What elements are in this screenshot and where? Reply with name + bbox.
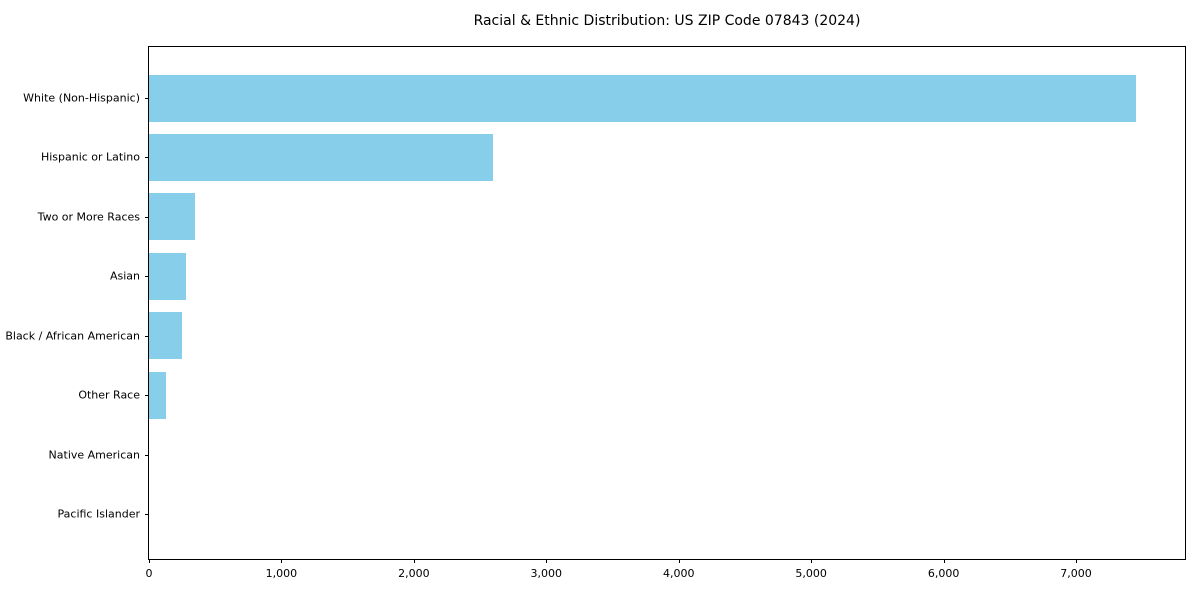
y-tick-mark: [145, 454, 149, 456]
y-axis-label: Native American: [48, 448, 140, 462]
x-axis-label: 5,000: [795, 567, 827, 580]
x-tick-mark: [811, 559, 813, 563]
x-tick-mark: [546, 559, 548, 563]
x-axis-label: 0: [145, 567, 153, 580]
y-tick-mark: [145, 276, 149, 278]
bar: [149, 133, 494, 181]
y-axis-label: Two or More Races: [37, 210, 140, 224]
x-axis-label: 1,000: [265, 567, 298, 580]
y-tick-mark: [145, 395, 149, 397]
x-axis-label: 4,000: [662, 567, 695, 580]
bar: [149, 312, 183, 360]
x-axis-label: 2,000: [398, 567, 430, 580]
y-axis-label: Hispanic or Latino: [40, 150, 140, 164]
y-axis-label: Pacific Islander: [57, 507, 140, 521]
x-axis-label: 6,000: [927, 567, 960, 580]
bar: [149, 371, 167, 419]
y-tick-mark: [145, 514, 149, 515]
y-tick-mark: [145, 157, 149, 159]
y-axis-label: Other Race: [78, 388, 140, 402]
y-axis-label: Black / African American: [5, 329, 140, 343]
y-axis-label: Asian: [109, 269, 140, 283]
bar: [149, 252, 187, 300]
x-tick-mark: [943, 559, 945, 563]
bar: [149, 74, 1136, 122]
y-tick-mark: [145, 98, 149, 99]
x-tick-mark: [1076, 559, 1077, 563]
y-tick-mark: [145, 216, 149, 218]
plot-area: White (Non-Hispanic) Hispanic or Latino Tw…: [5, 46, 1186, 579]
x-axis-label: 7,000: [1060, 567, 1092, 580]
y-tick-mark: [145, 335, 149, 337]
chart-title: Racial & Ethnic Distribution: US ZIP Cod…: [473, 13, 861, 29]
y-axis-label: White (Non-Hispanic): [23, 91, 140, 105]
x-tick-mark: [413, 559, 415, 563]
x-tick-mark: [678, 559, 680, 563]
x-tick-mark: [281, 559, 283, 563]
x-tick-mark: [149, 559, 150, 563]
x-axis-label: 3,000: [530, 567, 563, 580]
bar: [149, 193, 196, 241]
